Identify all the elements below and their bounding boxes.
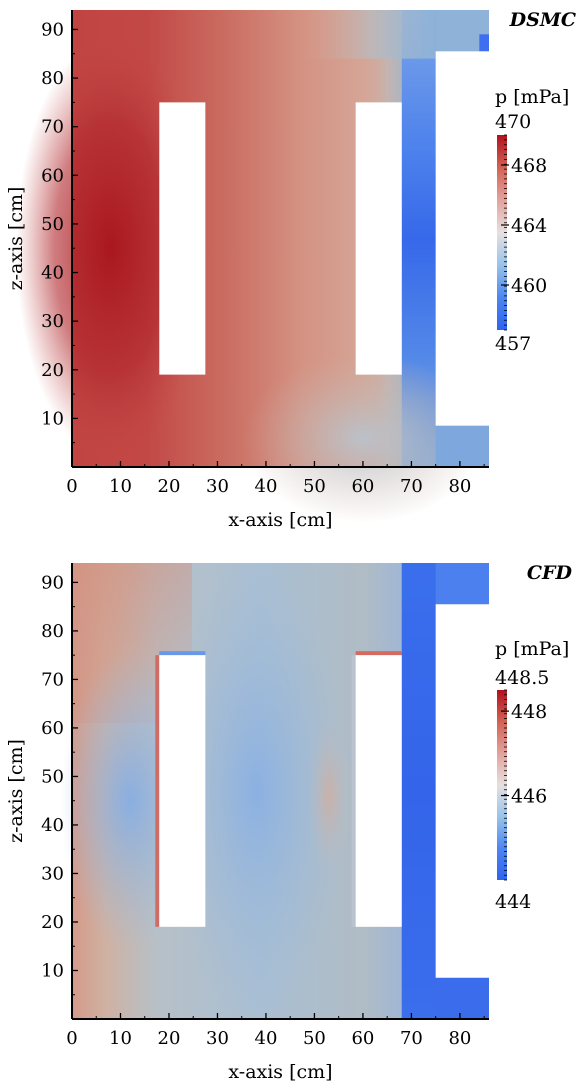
cfd-colorbar (497, 690, 507, 880)
x-tick-label: 0 (66, 476, 77, 497)
z-tick-label: 60 (41, 718, 64, 739)
low-pressure-bottom (242, 352, 483, 523)
z-tick-label: 40 (41, 815, 64, 836)
cfd-y-ticks: 10 20 30 40 50 60 70 80 90 (41, 572, 78, 996)
x-tick-label: 60 (351, 476, 374, 497)
colorbar-tick-label: 468 (511, 155, 547, 177)
dsmc-obstacles (159, 102, 402, 375)
cfd-colorbar-min-label: 444 (495, 891, 531, 913)
obstacle-2 (355, 655, 402, 927)
cfd-x-axis-label: x-axis [cm] (228, 1061, 332, 1083)
cfd-z-axis-label: z-axis [cm] (5, 739, 27, 843)
dsmc-z-axis-label: z-axis [cm] (5, 187, 27, 291)
x-tick-label: 40 (255, 1028, 278, 1049)
colorbar-tick-label: 446 (511, 786, 547, 808)
z-tick-label: 70 (41, 669, 64, 690)
z-tick-label: 80 (41, 621, 64, 642)
obstacle-1 (159, 102, 206, 375)
z-tick-label: 50 (41, 766, 64, 787)
dsmc-axes (71, 10, 489, 468)
colorbar-scale (497, 135, 507, 330)
x-tick-label: 50 (303, 476, 326, 497)
dsmc-colorbar-ticks: 460 464 468 (501, 134, 547, 331)
obstacle-edge-streak (155, 655, 160, 927)
cfd-panel: 0 10 20 30 40 50 60 70 80 10 20 30 40 50 60 70 80 90 x-a… (5, 561, 573, 1083)
dsmc-colorbar-min-label: 457 (495, 333, 531, 355)
cfd-colorbar-max-label: 448.5 (495, 667, 549, 689)
low-pressure-mid (166, 561, 347, 1021)
z-tick-label: 90 (41, 572, 64, 593)
z-tick-label: 70 (41, 117, 64, 138)
x-tick-label: 30 (206, 476, 229, 497)
dsmc-colorbar (497, 135, 507, 330)
z-tick-label: 40 (41, 263, 64, 284)
x-tick-label: 30 (206, 1028, 229, 1049)
cfd-colorbar-label: p [mPa] (495, 638, 569, 660)
z-tick-label: 20 (41, 360, 64, 381)
cfd-x-ticks: 0 10 20 30 40 50 60 70 80 (66, 1013, 485, 1049)
solid-wall-cutout (435, 51, 491, 426)
x-tick-label: 20 (158, 1028, 181, 1049)
z-tick-label: 60 (41, 165, 64, 186)
x-tick-label: 40 (255, 476, 278, 497)
obstacle-top-edge (355, 651, 402, 656)
x-tick-label: 80 (448, 476, 471, 497)
obstacle-edge-streak (351, 655, 356, 927)
x-tick-label: 80 (448, 1028, 471, 1049)
obstacle-2 (355, 102, 402, 375)
dsmc-colorbar-max-label: 470 (495, 111, 531, 133)
colorbar-tick-label: 448 (511, 701, 547, 723)
high-pressure-core (15, 38, 206, 459)
dsmc-panel: 0 10 20 30 40 50 60 70 80 10 20 30 40 50 60 70 80 90 x-a… (5, 9, 576, 531)
cfd-title: CFD (527, 562, 573, 584)
dsmc-x-axis-label: x-axis [cm] (228, 509, 332, 531)
top-neutral-band (304, 10, 436, 59)
x-tick-label: 0 (66, 1028, 77, 1049)
colorbar-tick-label: 464 (511, 215, 547, 237)
z-tick-label: 10 (41, 960, 64, 981)
dsmc-colorbar-label: p [mPa] (495, 86, 569, 108)
z-tick-label: 80 (41, 68, 64, 89)
obstacle-top-edge (159, 651, 206, 656)
x-tick-label: 10 (109, 476, 132, 497)
z-tick-label: 30 (41, 311, 64, 332)
z-tick-label: 30 (41, 863, 64, 884)
cfd-colorbar-ticks: 446 448 (501, 689, 547, 881)
x-tick-label: 60 (351, 1028, 374, 1049)
bottom-outlet-strip (435, 425, 489, 467)
top-outlet-strip (435, 563, 489, 605)
x-tick-label: 70 (400, 476, 423, 497)
x-tick-label: 70 (400, 1028, 423, 1049)
colorbar-scale (497, 690, 507, 880)
dsmc-y-ticks: 10 20 30 40 50 60 70 80 90 (41, 19, 78, 444)
obstacle-1 (159, 655, 206, 927)
bottom-outlet-strip (435, 977, 489, 1019)
cfd-obstacles (159, 655, 402, 927)
colorbar-tick-label: 460 (511, 275, 547, 297)
cfd-pressure-field (60, 561, 491, 1021)
z-tick-label: 90 (41, 19, 64, 40)
z-tick-label: 50 (41, 214, 64, 235)
z-tick-label: 10 (41, 408, 64, 429)
cfd-axes (71, 563, 489, 1020)
x-tick-label: 50 (303, 1028, 326, 1049)
dsmc-title: DSMC (509, 9, 576, 31)
top-outlet-corner (479, 34, 489, 52)
solid-wall-cutout (435, 604, 491, 978)
warm-ellipse (306, 715, 351, 876)
dsmc-x-ticks: 0 10 20 30 40 50 60 70 80 (66, 461, 485, 497)
z-tick-label: 20 (41, 912, 64, 933)
x-tick-label: 20 (158, 476, 181, 497)
x-tick-label: 10 (109, 1028, 132, 1049)
dsmc-pressure-field (15, 10, 491, 523)
